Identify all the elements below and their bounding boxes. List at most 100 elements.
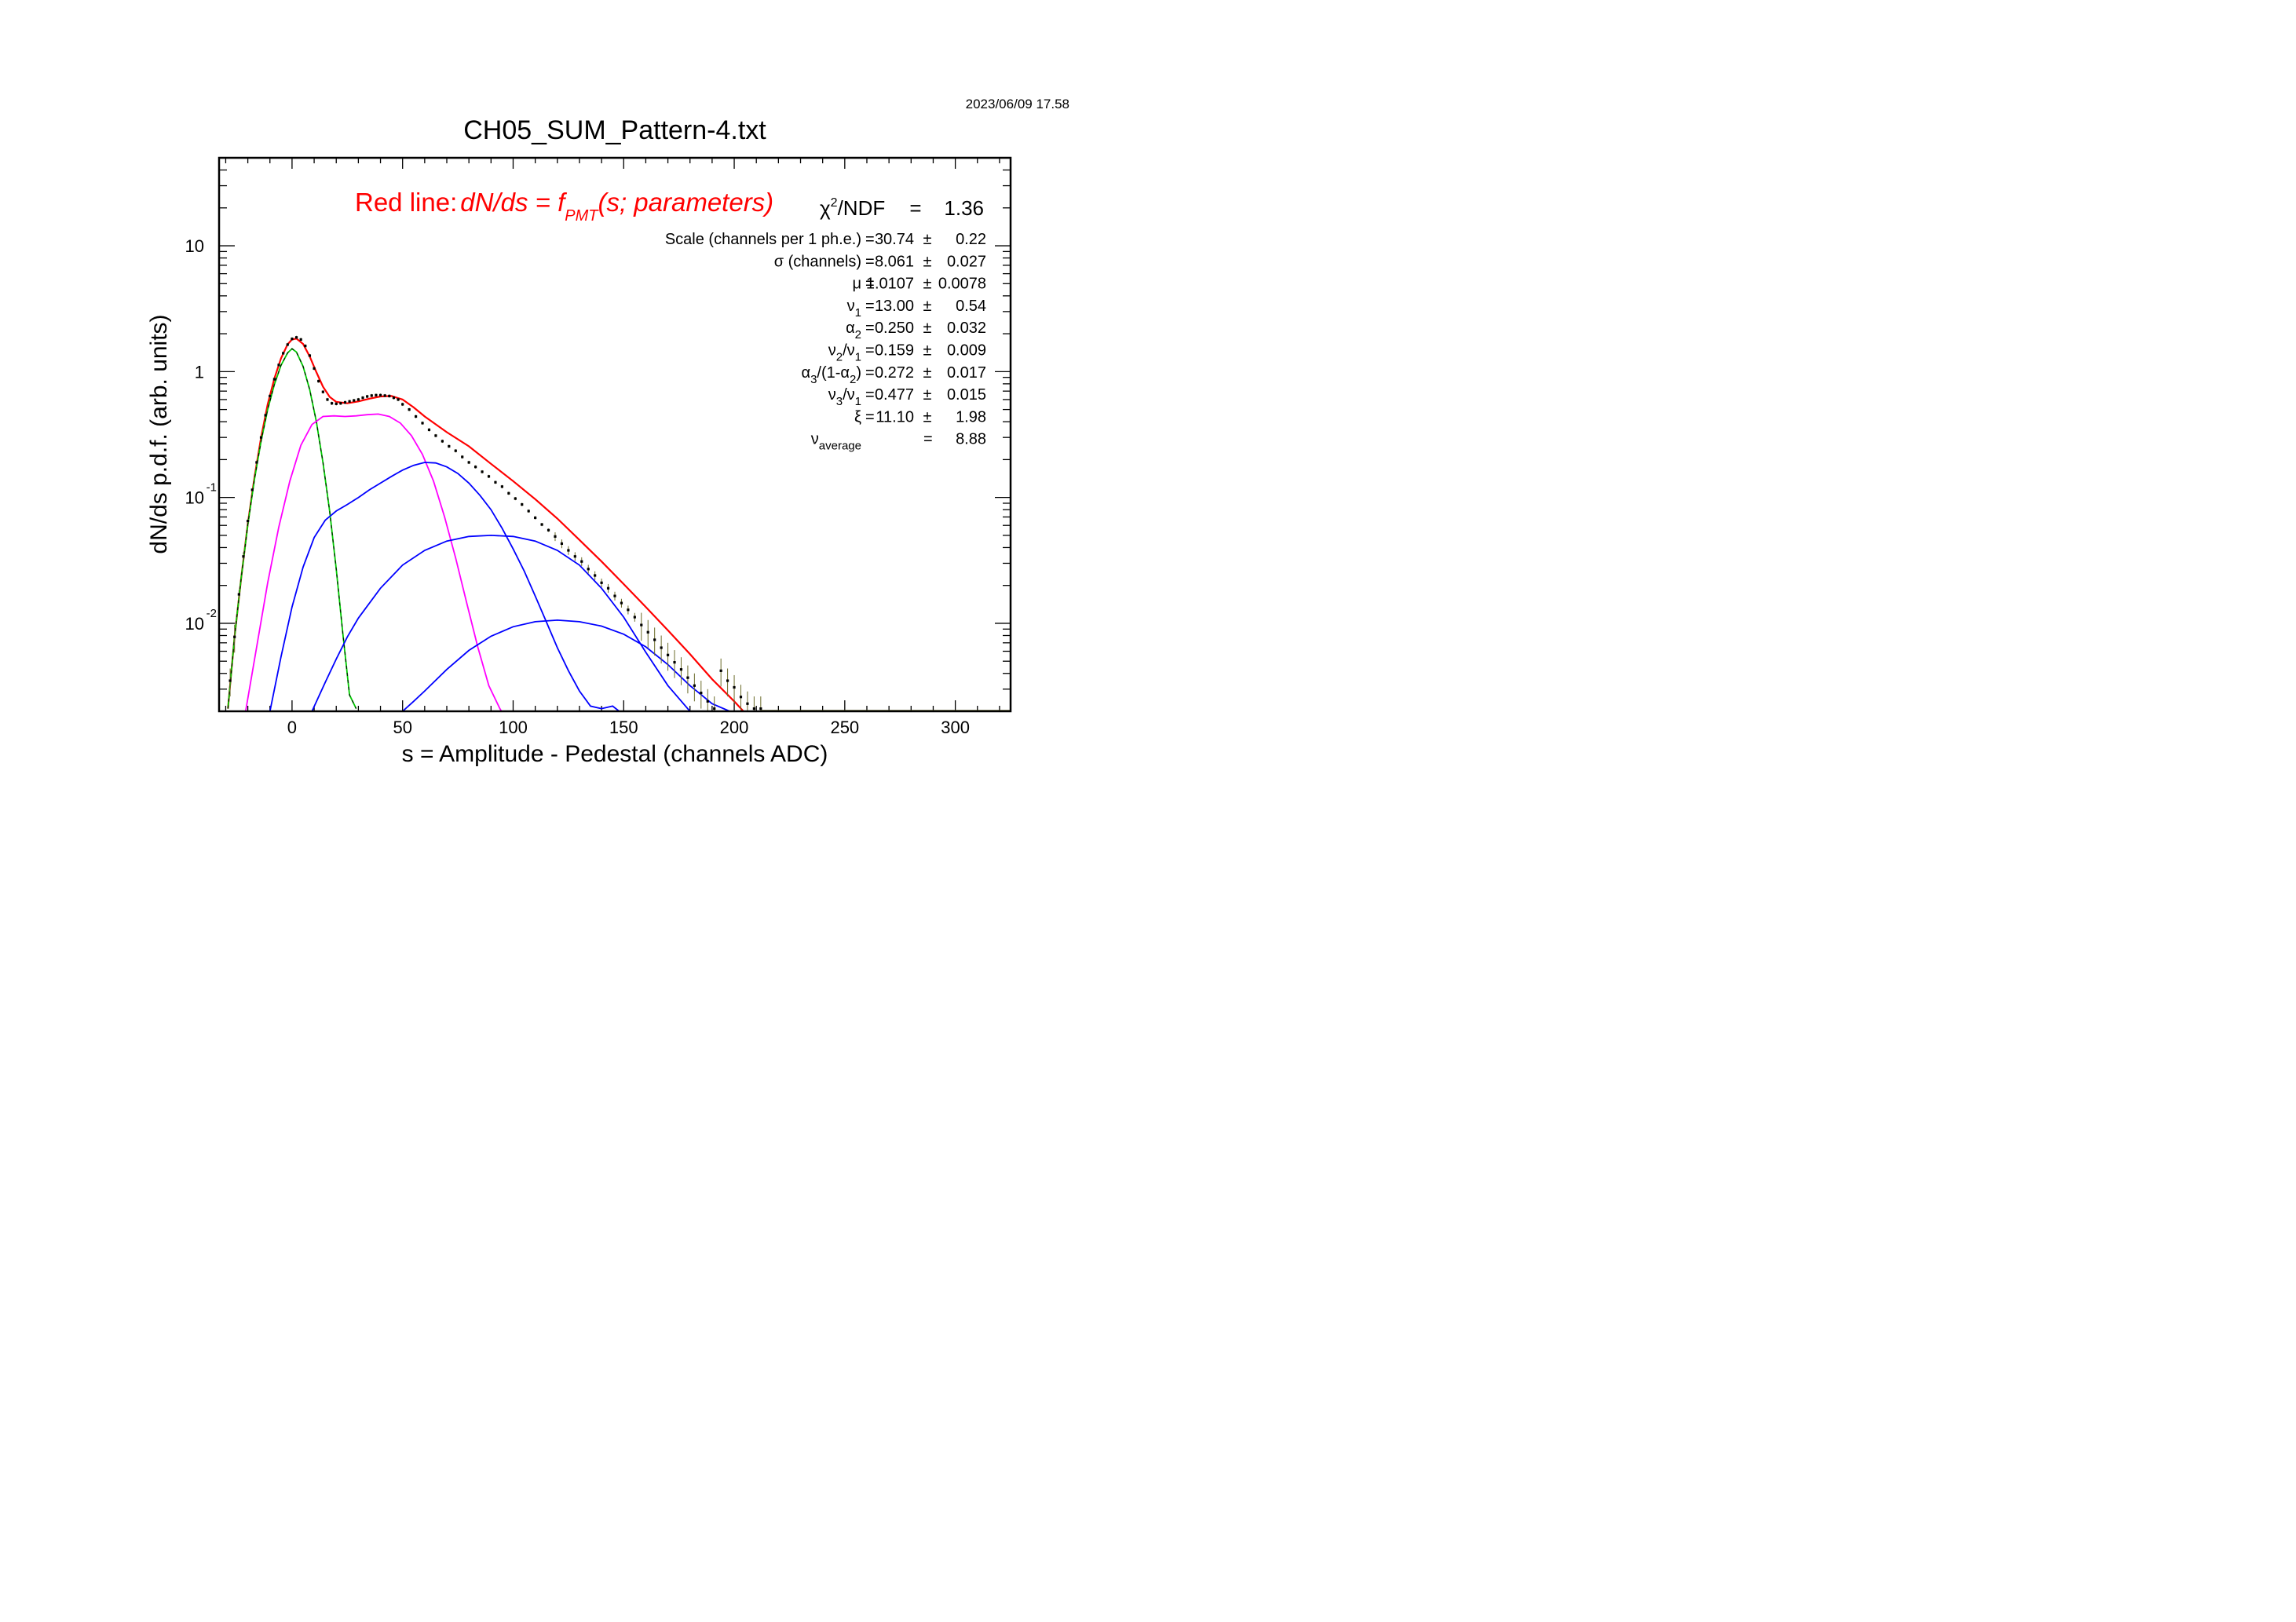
data-point — [269, 394, 272, 398]
param-equals: = — [865, 320, 875, 337]
data-point — [587, 568, 590, 571]
x-tick-label: 250 — [830, 718, 859, 737]
data-point — [370, 394, 373, 397]
param-subscript: 3 — [836, 395, 843, 408]
data-point — [313, 367, 316, 370]
series-component-line — [311, 534, 691, 711]
data-point — [304, 345, 307, 348]
data-point — [620, 601, 623, 605]
param-name: Scale (channels per 1 ph.e.) — [665, 231, 861, 248]
data-point — [500, 485, 504, 488]
param-subscript: 2 — [855, 328, 861, 342]
data-point — [229, 679, 232, 682]
x-tick-label: 0 — [287, 718, 297, 737]
fit-label: Red line: dN/ds = fPMT(s; parameters) — [355, 188, 773, 225]
param-name: μ — [852, 276, 861, 293]
data-point — [308, 354, 312, 357]
param-error: 0.017 — [947, 364, 986, 382]
param-error: 0.0078 — [938, 276, 986, 293]
param-error: 0.009 — [947, 342, 986, 360]
data-point — [397, 398, 400, 401]
param-value: 0.272 — [875, 364, 914, 382]
data-point — [366, 395, 369, 398]
param-error: 0.032 — [947, 320, 986, 337]
param-name-part: Scale (channels per 1 ph.e.) — [665, 231, 861, 248]
data-point — [606, 586, 610, 590]
chi2-value: 1.36 — [944, 196, 984, 220]
data-point — [534, 516, 537, 520]
y-tick-label: 10 — [185, 488, 204, 508]
param-error: 0.015 — [947, 386, 986, 404]
x-tick-label: 100 — [499, 718, 528, 737]
plot-frame — [218, 156, 1012, 713]
param-equals: = — [865, 253, 875, 270]
data-point — [633, 616, 636, 619]
param-name-part: ) — [856, 364, 861, 382]
param-value: 8.061 — [875, 253, 914, 270]
data-point — [679, 668, 683, 671]
param-name-part: /ν — [843, 342, 855, 360]
data-point — [353, 399, 356, 402]
param-name-part: /ν — [843, 386, 855, 404]
param-name: α3/(1-α2) — [802, 364, 861, 386]
param-value: 0.159 — [875, 342, 914, 360]
chart-title: CH05_SUM_Pattern-4.txt — [463, 115, 766, 145]
param-subscript: 2 — [836, 351, 843, 364]
param-pm: ± — [923, 276, 932, 293]
param-name: σ (channels) — [774, 253, 861, 270]
data-point — [321, 390, 324, 393]
y-tick-label: 10 — [185, 236, 204, 256]
data-point — [378, 393, 382, 396]
data-point — [613, 594, 616, 597]
data-point — [673, 661, 676, 664]
data-point — [388, 394, 391, 398]
timestamp: 2023/06/09 17.58 — [966, 97, 1069, 111]
data-point — [693, 684, 696, 687]
data-point — [467, 461, 470, 464]
series-layer — [227, 335, 1011, 711]
chart-canvas: 2023/06/09 17.58 CH05_SUM_Pattern-4.txt … — [146, 97, 1069, 767]
axis-ticks — [219, 157, 1011, 712]
param-name-part: μ — [852, 276, 861, 293]
param-name-part: ξ — [854, 408, 861, 426]
x-axis-label: s = Amplitude - Pedestal (channels ADC) — [402, 741, 828, 767]
data-point — [259, 436, 263, 439]
data-point — [752, 707, 755, 711]
param-value: 30.74 — [875, 231, 914, 248]
y-tick-exponent: -1 — [207, 481, 217, 495]
data-point — [237, 593, 240, 596]
param-name: ν1 — [847, 298, 861, 320]
data-point — [487, 475, 491, 478]
data-point — [441, 440, 444, 443]
data-point — [666, 653, 670, 656]
svg-text:Red line:dN/ds = fPMT(s; param: Red line: dN/ds = fPMT(s; parameters) — [355, 188, 773, 225]
series-component-line — [402, 619, 730, 711]
data-point — [294, 336, 298, 339]
data-point — [461, 455, 464, 458]
param-value: 13.00 — [875, 298, 914, 315]
param-name: ν2/ν1 — [828, 342, 861, 364]
data-point — [481, 470, 484, 473]
plot-area — [218, 156, 1012, 713]
data-point — [401, 403, 404, 406]
param-name-part: ν — [811, 431, 819, 448]
data-point — [739, 696, 743, 699]
x-tick-label: 150 — [609, 718, 638, 737]
data-point — [427, 428, 431, 432]
data-point — [286, 343, 289, 346]
chi2-ndf: /NDF — [838, 196, 886, 220]
param-name-part: ν — [828, 342, 836, 360]
param-name-part: σ (channels) — [774, 253, 861, 270]
data-point — [414, 415, 418, 418]
fit-label-prefix: Red line: — [355, 188, 457, 217]
param-value: 8.88 — [956, 431, 986, 448]
data-point — [383, 394, 386, 397]
data-point — [233, 635, 236, 638]
data-point — [264, 414, 267, 417]
data-point — [759, 707, 762, 711]
chi2-symbol: χ — [820, 196, 831, 220]
x-tick-label: 300 — [941, 718, 970, 737]
series-component-line — [269, 462, 620, 711]
param-pm: ± — [923, 231, 932, 248]
data-point — [527, 510, 530, 513]
